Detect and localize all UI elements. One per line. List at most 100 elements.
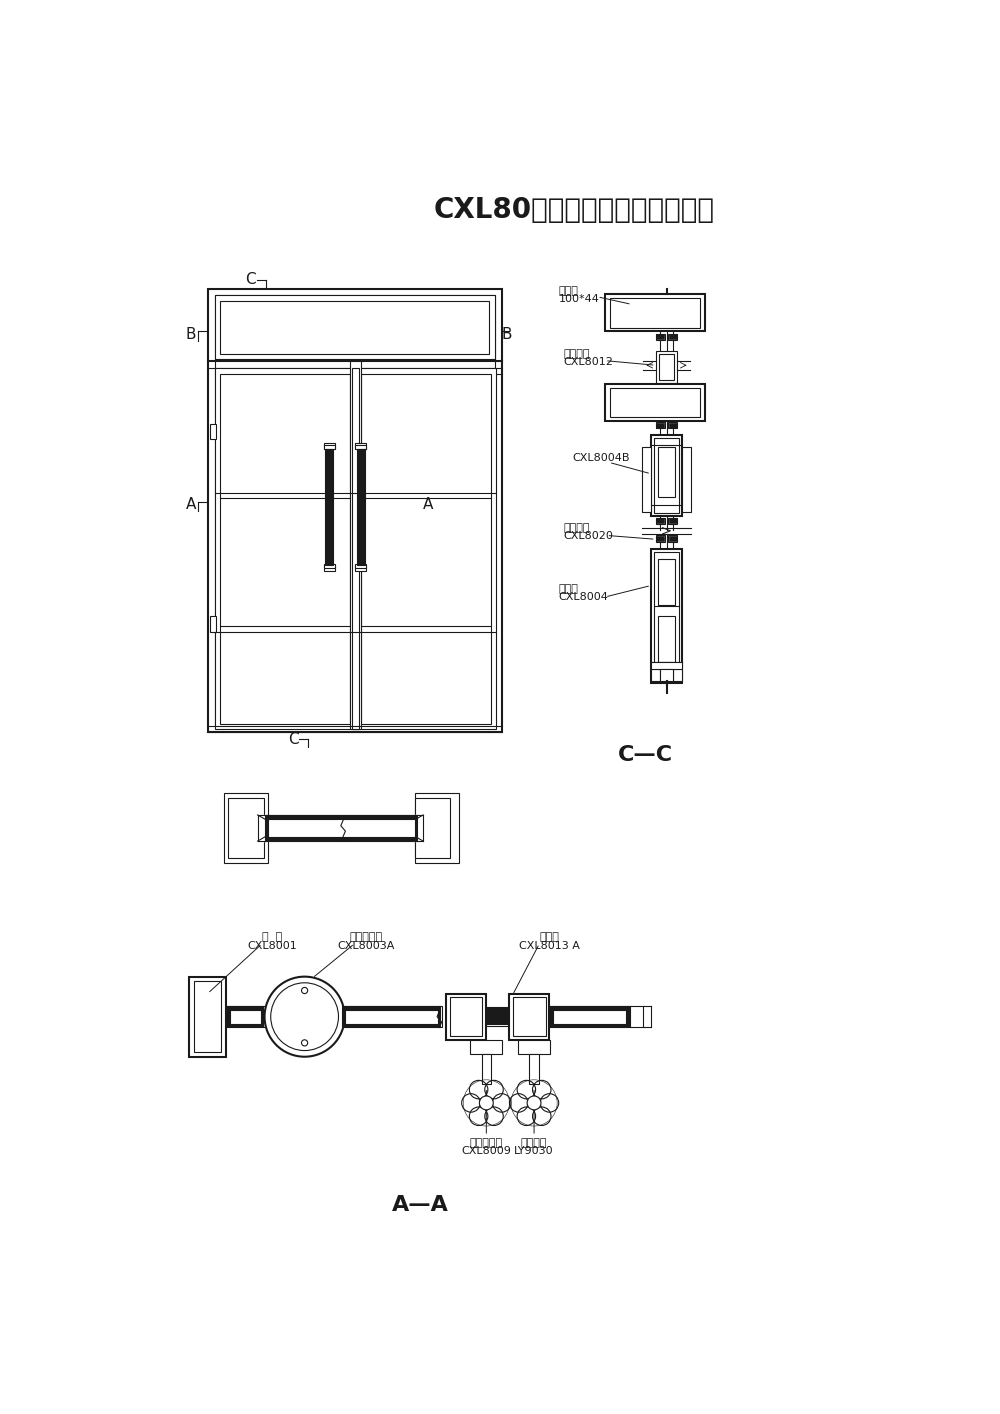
Bar [605, 383, 705, 421]
Bar [656, 518, 665, 523]
Bar [415, 797, 450, 858]
Text: C: C [288, 732, 298, 747]
Bar [355, 564, 366, 568]
Bar [194, 981, 221, 1052]
Bar [682, 447, 691, 512]
Bar [210, 617, 216, 632]
Bar [357, 450, 365, 564]
Text: CXL8012: CXL8012 [563, 358, 613, 368]
Bar [553, 1010, 626, 1024]
Bar [668, 518, 677, 523]
Bar [549, 1005, 630, 1028]
Bar [450, 997, 482, 1036]
Text: CXL8013 A: CXL8013 A [519, 940, 580, 950]
Bar [325, 450, 333, 564]
Bar [486, 1007, 509, 1027]
Bar [482, 1053, 491, 1085]
Text: 双玻扣座: 双玻扣座 [563, 349, 590, 359]
Bar [224, 793, 268, 863]
Text: CXL8001: CXL8001 [247, 940, 297, 950]
Bar [230, 1010, 261, 1024]
Text: B: B [185, 327, 196, 342]
Bar [658, 559, 675, 605]
Bar [324, 564, 335, 571]
Circle shape [527, 1096, 541, 1110]
Bar [355, 368, 496, 730]
Text: 双玻扣条: 双玻扣条 [563, 523, 590, 533]
Bar [324, 443, 335, 450]
Bar [659, 354, 674, 380]
Bar [265, 814, 419, 841]
Bar [656, 334, 665, 339]
Bar [226, 1005, 265, 1028]
Bar [355, 445, 366, 450]
Text: 圆管拉手: 圆管拉手 [521, 1138, 547, 1148]
Bar [324, 564, 335, 568]
Bar [651, 663, 682, 669]
Text: C: C [245, 273, 256, 287]
Bar [551, 1007, 629, 1027]
Bar [215, 296, 495, 725]
Bar [656, 423, 664, 427]
Bar [355, 443, 366, 450]
Bar [509, 994, 549, 1039]
Text: CXL80系列平开、地弹门节点图: CXL80系列平开、地弹门节点图 [434, 195, 715, 223]
Bar [656, 351, 677, 383]
Text: CXL8020: CXL8020 [563, 532, 613, 542]
Bar [656, 519, 664, 523]
Bar [669, 335, 677, 339]
Bar [361, 373, 491, 724]
Bar [352, 368, 359, 730]
Bar [610, 387, 700, 417]
Text: 扇下坎: 扇下坎 [559, 584, 579, 594]
Bar [651, 549, 682, 683]
Bar [488, 1010, 508, 1024]
Bar [220, 373, 350, 724]
Bar [658, 447, 675, 496]
Text: A: A [423, 498, 433, 512]
Bar [513, 997, 546, 1036]
Bar [228, 1007, 263, 1027]
Polygon shape [258, 814, 267, 841]
Circle shape [302, 1039, 308, 1046]
Bar [208, 288, 502, 732]
Bar [651, 669, 660, 682]
Bar [215, 296, 495, 359]
Bar [656, 423, 665, 428]
Text: CXL8004: CXL8004 [559, 592, 609, 602]
Bar [189, 977, 226, 1056]
Bar [268, 819, 415, 837]
Text: B: B [501, 327, 512, 342]
Bar [673, 669, 682, 682]
Text: A: A [185, 498, 196, 512]
Bar [656, 536, 665, 542]
Polygon shape [414, 814, 423, 841]
Bar [529, 1053, 539, 1085]
Bar [656, 536, 664, 540]
Text: 圆柱扇立边: 圆柱扇立边 [350, 932, 383, 942]
Bar [210, 424, 216, 440]
Bar [642, 447, 651, 512]
Text: 100*44: 100*44 [559, 294, 600, 304]
Bar [651, 436, 682, 516]
Text: A—A: A—A [392, 1195, 449, 1215]
Bar [350, 361, 361, 730]
Bar [669, 519, 677, 523]
Text: 门  框: 门 框 [262, 932, 282, 942]
Bar [668, 423, 677, 428]
Bar [669, 536, 677, 540]
Bar [355, 564, 366, 571]
Circle shape [479, 1096, 493, 1110]
Text: 圆管拉手座: 圆管拉手座 [470, 1138, 503, 1148]
Circle shape [265, 977, 345, 1056]
Bar [342, 1005, 442, 1028]
Bar [654, 551, 679, 680]
Text: CXL8009: CXL8009 [461, 1147, 511, 1157]
Bar [220, 301, 489, 354]
Bar [228, 797, 264, 858]
Text: 方管框: 方管框 [559, 287, 579, 297]
Bar [656, 335, 664, 339]
Bar [324, 445, 335, 450]
Bar [415, 793, 459, 863]
Bar [215, 368, 355, 730]
